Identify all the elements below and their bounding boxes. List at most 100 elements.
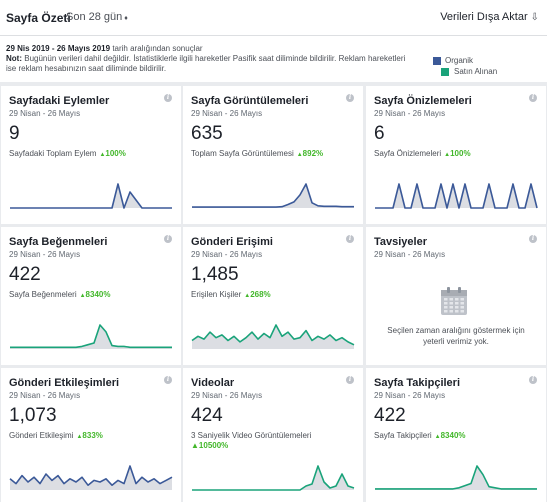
metric-label: Erişilen Kişiler (191, 290, 242, 299)
paid-swatch (441, 68, 449, 76)
metric-value: 422 (9, 264, 41, 285)
metric-value: 1,485 (191, 264, 239, 285)
page-summary-header: Sayfa Özeti Son 28 gün ♦ Verileri Dışa Ak… (0, 0, 547, 36)
note-body: Bugünün verileri dahil değildir. İstatis… (6, 54, 406, 73)
card-title: Gönderi Etkileşimleri (9, 377, 120, 389)
sparkline-line (10, 324, 172, 349)
up-arrow-icon: ▲ (79, 293, 86, 299)
metric-change: ▲268% (244, 290, 270, 299)
sparkline-chart (10, 183, 172, 209)
metric-label-row: Toplam Sayfa Görüntülemesi ▲892% (191, 149, 323, 158)
metric-label-row: Sayfa Önizlemeleri ▲100% (374, 149, 471, 158)
page-likes-card[interactable]: Sayfa Beğenmeleri i 29 Nisan - 26 Mayıs 422… (1, 227, 181, 365)
change-value: 10500% (198, 441, 229, 450)
metric-value: 635 (191, 123, 223, 144)
sparkline-chart (191, 324, 355, 349)
page-actions-card[interactable]: Sayfadaki Eylemler i 29 Nisan - 26 Mayıs 9 S… (1, 86, 181, 224)
sparkline-line (192, 465, 355, 491)
metric-change: ▲100% (444, 149, 470, 158)
card-title: Sayfa Önizlemeleri (374, 95, 472, 107)
card-title: Videolar (191, 377, 235, 389)
sparkline-chart (9, 465, 173, 490)
post-engagements-card[interactable]: Gönderi Etkileşimleri i 29 Nisan - 26 Mayı… (1, 368, 181, 502)
sparkline-line (192, 183, 354, 208)
up-arrow-icon: ▲ (99, 152, 106, 158)
recommendations-card[interactable]: Tavsiyeler i 29 Nisan - 26 Mayıs Seçilen za… (366, 227, 546, 365)
metric-change: ▲10500% (191, 441, 228, 450)
sparkline-area (375, 466, 537, 490)
post-reach-card[interactable]: Gönderi Erişimi i 29 Nisan - 26 Mayıs 1,485… (183, 227, 363, 365)
info-icon[interactable]: i (346, 94, 354, 102)
metric-label: Gönderi Etkileşimi (9, 431, 74, 440)
card-date-range: 29 Nisan - 26 Mayıs (374, 391, 446, 400)
metric-change: ▲8340% (435, 431, 466, 440)
change-value: 100% (450, 149, 471, 158)
metric-label-row: Sayfa Beğenmeleri ▲8340% (9, 290, 110, 299)
paid-label: Satın Alınan (454, 67, 498, 76)
info-icon[interactable]: i (164, 94, 172, 102)
card-date-range: 29 Nisan - 26 Mayıs (191, 391, 263, 400)
period-dropdown[interactable]: Son 28 gün ♦ (66, 11, 128, 23)
card-title: Sayfadaki Eylemler (9, 95, 110, 107)
sparkline-area (10, 325, 172, 349)
up-arrow-icon: ▲ (444, 152, 451, 158)
info-icon[interactable]: i (529, 235, 537, 243)
info-icon[interactable]: i (164, 376, 172, 384)
card-title: Tavsiyeler (374, 236, 428, 248)
card-title: Sayfa Takipçileri (374, 377, 461, 389)
sparkline-area (192, 325, 354, 349)
metric-label-row: Gönderi Etkileşimi ▲833% (9, 431, 103, 440)
change-value: 8340% (85, 290, 111, 299)
sparkline-area (192, 466, 354, 490)
sparkline-line (10, 183, 172, 209)
card-title: Sayfa Beğenmeleri (9, 236, 108, 248)
change-value: 8340% (440, 431, 466, 440)
metric-value: 6 (374, 123, 385, 144)
info-icon[interactable]: i (164, 235, 172, 243)
page-followers-card[interactable]: Sayfa Takipçileri i 29 Nisan - 26 Mayıs 422… (366, 368, 546, 502)
metric-value: 424 (191, 405, 223, 426)
up-arrow-icon: ▲ (434, 434, 441, 440)
date-range-suffix: tarih aralığından sonuçlar (112, 44, 203, 53)
empty-message: Seçilen zaman aralığını göstermek için y… (387, 326, 525, 346)
sparkline-chart (375, 183, 538, 209)
sparkline-chart (192, 183, 354, 208)
period-label: Son 28 gün (66, 11, 123, 23)
page-views-card[interactable]: Sayfa Görüntülemeleri i 29 Nisan - 26 Mayı… (183, 86, 363, 224)
sparkline-line (375, 183, 538, 209)
card-date-range: 29 Nisan - 26 Mayıs (374, 109, 446, 118)
export-data-button[interactable]: Verileri Dışa Aktar ⇩ (440, 11, 539, 23)
change-value: 892% (302, 149, 324, 158)
videos-card[interactable]: Videolar i 29 Nisan - 26 Mayıs 424 3 Saniyel… (183, 368, 363, 502)
info-icon[interactable]: i (529, 94, 537, 102)
sparkline-line (9, 465, 173, 487)
metric-label: 3 Saniyelik Video Görüntülemeleri (191, 431, 312, 440)
info-icon[interactable]: i (346, 235, 354, 243)
card-date-range: 29 Nisan - 26 Mayıs (9, 250, 81, 259)
sparkline-area (192, 184, 354, 208)
info-icon[interactable]: i (346, 376, 354, 384)
info-icon[interactable]: i (529, 376, 537, 384)
card-date-range: 29 Nisan - 26 Mayıs (191, 250, 263, 259)
metric-label-row: Sayfadaki Toplam Eylem ▲100% (9, 149, 126, 158)
metric-label: Sayfa Önizlemeleri (374, 149, 442, 158)
up-arrow-icon: ▲ (296, 152, 303, 158)
change-value: 833% (82, 431, 103, 440)
metric-value: 9 (9, 123, 20, 144)
metric-change: ▲8340% (80, 290, 111, 299)
calendar-icon (441, 287, 467, 315)
organic-swatch (433, 57, 441, 65)
metric-label: Sayfadaki Toplam Eylem (9, 149, 97, 158)
page-previews-card[interactable]: Sayfa Önizlemeleri i 29 Nisan - 26 Mayıs 6 S… (366, 86, 546, 224)
card-date-range: 29 Nisan - 26 Mayıs (191, 109, 263, 118)
up-arrow-icon: ▲ (244, 293, 251, 299)
note-text: Not: Bugünün verileri dahil değildir. İs… (6, 54, 416, 74)
metric-change: ▲892% (297, 149, 323, 158)
date-range: 29 Nis 2019 - 26 Mayıs 2019 (6, 44, 111, 53)
card-date-range: 29 Nisan - 26 Mayıs (9, 109, 81, 118)
sparkline-chart (192, 465, 355, 491)
sparkline-area (10, 184, 172, 208)
metric-label: Sayfa Takipçileri (374, 431, 432, 440)
card-date-range: 29 Nisan - 26 Mayıs (374, 250, 446, 259)
caret-updown-icon: ♦ (124, 15, 128, 22)
